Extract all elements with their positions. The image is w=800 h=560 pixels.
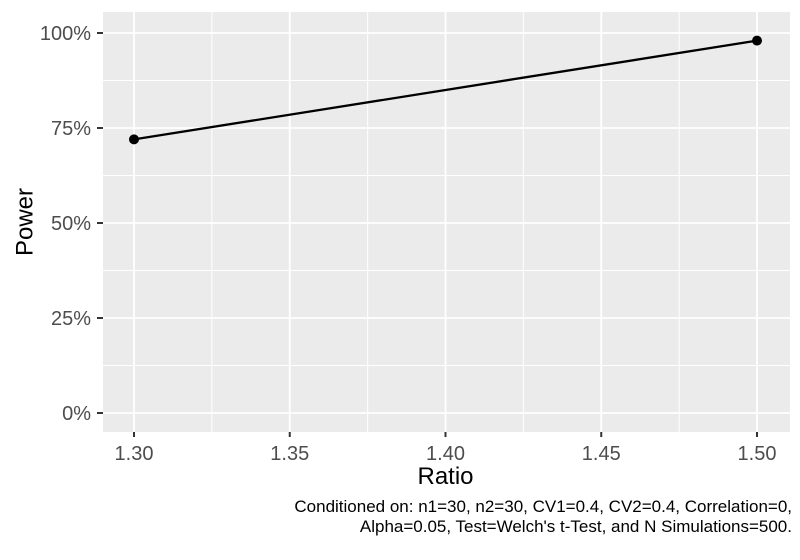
data-point (129, 134, 139, 145)
x-tick-label: 1.45 (582, 443, 621, 465)
x-axis-title: Ratio (417, 463, 473, 490)
y-tick-label: 75% (51, 118, 91, 140)
x-tick-label: 1.30 (115, 443, 154, 465)
x-tick-label: 1.50 (738, 443, 777, 465)
caption-line-1: Conditioned on: n1=30, n2=30, CV1=0.4, C… (294, 497, 792, 516)
series-line (133, 39, 758, 141)
y-tick-label: 25% (51, 308, 91, 330)
panel-background (103, 12, 790, 432)
data-point (752, 35, 762, 46)
x-tick-label: 1.35 (270, 443, 309, 465)
caption-line-2: Alpha=0.05, Test=Welch's t-Test, and N S… (359, 517, 792, 536)
y-tick-label: 50% (51, 213, 91, 235)
y-tick-label: 0% (62, 403, 91, 425)
line-chart-canvas: 1.30 1.35 1.40 1.45 1.50 0% 25% 50% 75% 100% Ratio… (11, 12, 790, 490)
plot-caption: Conditioned on: n1=30, n2=30, CV1=0.4, C… (0, 497, 792, 537)
x-tick-label: 1.40 (426, 443, 465, 465)
y-tick-label: 100% (40, 23, 91, 45)
y-axis-title: Power (11, 188, 38, 256)
